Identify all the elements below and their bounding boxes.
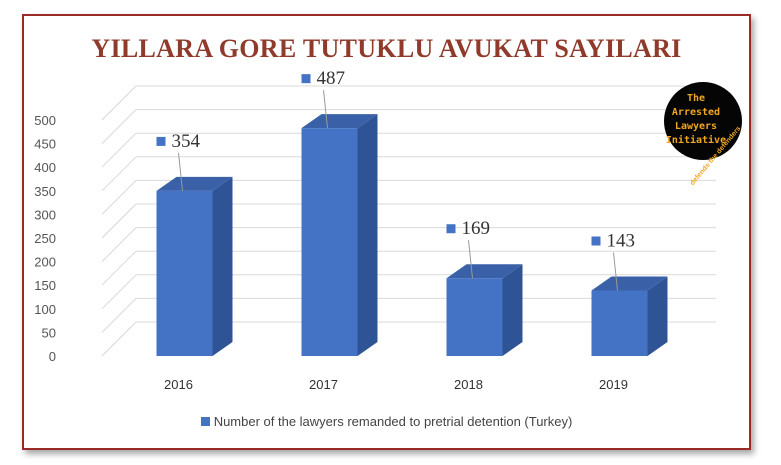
- data-label-marker: [156, 136, 166, 146]
- bar-top: [156, 176, 233, 191]
- x-tick-label: 2016: [164, 377, 193, 392]
- gridline-depth: [101, 321, 137, 357]
- gridline-depth: [101, 85, 137, 121]
- y-tick-label: 100: [34, 302, 56, 317]
- gridline-depth: [101, 250, 137, 286]
- bar: [591, 290, 648, 356]
- gridline-depth: [101, 298, 137, 333]
- legend-swatch: [200, 417, 210, 426]
- gridline-depth: [101, 109, 137, 144]
- chart-plot: 0 50 100 150 200 250 300 350 400 450 500 2016 354 201…: [34, 68, 716, 392]
- y-tick-label: 150: [34, 278, 56, 293]
- y-tick-label: 50: [42, 325, 56, 340]
- y-tick-label: 250: [34, 231, 56, 246]
- chart-title: YILLARA GORE TUTUKLU AVUKAT SAYILARI: [91, 34, 682, 63]
- y-tick-label: 450: [34, 137, 56, 152]
- logo-line: The: [686, 93, 706, 104]
- y-tick-label: 350: [34, 184, 56, 199]
- gridline-depth: [101, 132, 137, 168]
- x-tick-label: 2018: [454, 377, 483, 392]
- logo-line: Arrested: [671, 107, 721, 118]
- data-label: 143: [607, 231, 636, 252]
- data-label-leader: [178, 152, 183, 191]
- data-label: 354: [172, 131, 201, 152]
- y-tick-label: 200: [34, 255, 56, 270]
- data-label-marker: [446, 224, 456, 234]
- data-label-marker: [591, 236, 601, 246]
- bar: [446, 278, 503, 356]
- data-label-leader: [468, 240, 473, 279]
- bar-top: [301, 114, 378, 129]
- y-tick-label: 500: [34, 113, 56, 128]
- data-label: 169: [462, 218, 491, 239]
- y-tick-label: 0: [49, 349, 56, 364]
- x-tick-label: 2019: [599, 377, 628, 392]
- bar-side: [647, 276, 668, 356]
- chart-frame: YILLARA GORE TUTUKLU AVUKAT SAYILARI 0 50…: [22, 14, 751, 450]
- logo-line: Lawyers: [674, 121, 718, 132]
- data-label: 487: [317, 68, 346, 89]
- y-tick-label: 400: [34, 160, 56, 175]
- gridline-depth: [101, 227, 137, 262]
- bar: [301, 128, 358, 356]
- gridline-depth: [101, 203, 137, 239]
- bar-side: [357, 114, 378, 356]
- legend: Number of the lawyers remanded to pretri…: [24, 414, 749, 429]
- bar: [156, 190, 213, 356]
- bar-top: [446, 264, 523, 279]
- bar-top: [591, 276, 668, 291]
- x-tick-label: 2017: [309, 377, 338, 392]
- data-label-marker: [301, 74, 311, 84]
- arrested-lawyers-logo: The Arrested Lawyers Initiative defends …: [664, 82, 743, 187]
- y-tick-label: 300: [34, 207, 56, 222]
- logo-text: The Arrested Lawyers Initiative: [664, 92, 728, 148]
- legend-label: Number of the lawyers remanded to pretri…: [213, 414, 573, 429]
- data-label-leader: [613, 252, 618, 291]
- logo-line: Initiative: [665, 135, 727, 146]
- gridline-depth: [101, 274, 137, 310]
- gridline-depth: [101, 156, 137, 192]
- data-label-leader: [323, 90, 328, 129]
- gridline-depth: [101, 180, 137, 215]
- bar-side: [502, 264, 523, 356]
- bar-side: [212, 176, 233, 356]
